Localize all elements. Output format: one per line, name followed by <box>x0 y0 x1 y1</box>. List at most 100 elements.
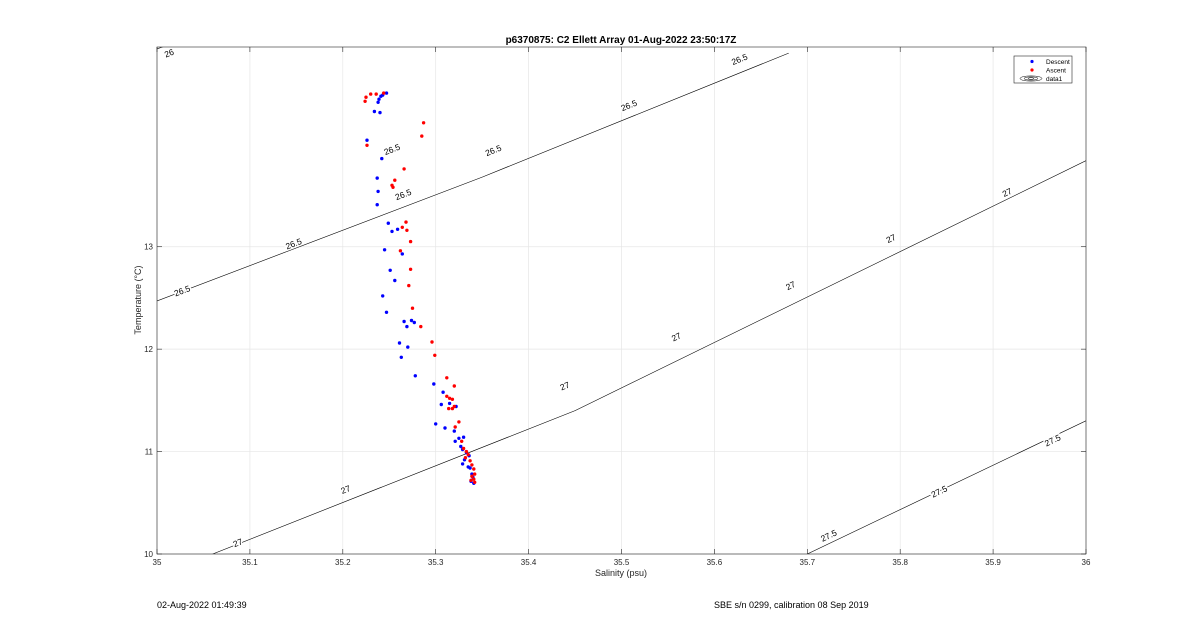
descent-point <box>382 248 387 252</box>
descent-point <box>452 429 456 433</box>
ascent-point <box>398 249 403 253</box>
ascent-point <box>445 376 449 380</box>
ascent-point <box>461 446 466 451</box>
x-tick-label: 35 <box>153 558 162 567</box>
ascent-point <box>445 394 449 398</box>
ascent-point <box>473 472 477 476</box>
ascent-point <box>419 324 423 329</box>
x-tick-label: 36 <box>1082 558 1091 567</box>
ascent-point <box>473 480 477 484</box>
descent-point <box>365 138 369 142</box>
ascent-point <box>393 178 397 182</box>
x-tick-label: 35.2 <box>335 558 351 567</box>
contour-line-27 <box>212 160 1086 554</box>
ascent-point <box>433 353 437 357</box>
descent-point <box>432 382 436 386</box>
ascent-point <box>460 439 464 443</box>
legend-box <box>1013 55 1073 84</box>
x-tick-label: 35.9 <box>985 558 1001 567</box>
ascent-point <box>470 463 474 467</box>
chart-title: p6370875: C2 Ellett Array 01-Aug-2022 23… <box>506 35 737 46</box>
density-contours <box>157 47 1086 554</box>
descent-point <box>372 109 377 114</box>
descent-point <box>400 252 404 256</box>
x-tick-label: 35.3 <box>428 558 444 567</box>
ascent-point <box>382 91 386 95</box>
ascent-point <box>452 384 456 388</box>
descent-point <box>377 97 381 101</box>
descent-point <box>375 203 379 207</box>
descent-point <box>376 189 380 194</box>
descent-point <box>453 439 457 443</box>
ascent-point <box>468 459 472 463</box>
descent-point <box>376 100 380 105</box>
y-tick-label: 13 <box>144 243 153 252</box>
descent-point <box>468 466 472 470</box>
ascent-point <box>453 425 457 429</box>
contour-line-27-5 <box>807 420 1086 554</box>
descent-point <box>381 294 385 298</box>
descent-point <box>459 444 463 449</box>
descent-point <box>434 422 438 426</box>
ascent-point <box>421 121 426 125</box>
ascent-point <box>464 449 469 454</box>
descent-point <box>384 91 389 95</box>
descent-point <box>443 426 447 430</box>
legend-ascent-label: Ascent <box>1046 68 1066 75</box>
legend-ascent-marker <box>1030 68 1034 72</box>
ascent-point <box>470 474 474 478</box>
axis-ticks: 35 35.1 35.2 35.3 35.4 35.5 35.6 35.7 35.8 35.9 36… <box>144 47 1091 567</box>
y-tick-label: 11 <box>145 448 154 457</box>
ascent-point <box>369 92 373 96</box>
legend-descent-label: Descent <box>1046 59 1070 66</box>
ascent-point <box>463 456 468 460</box>
ascent-point <box>407 283 411 288</box>
descent-point <box>406 345 410 349</box>
descent-point <box>409 318 414 323</box>
descent-point <box>393 278 397 283</box>
legend-descent-marker <box>1030 59 1034 64</box>
ascent-point <box>365 143 369 147</box>
descent-point <box>380 156 384 161</box>
descent-point <box>378 110 382 115</box>
footer-calibration-note: SBE s/n 0299, calibration 08 Sep 2019 <box>714 600 869 610</box>
legend-contour-icon <box>1019 75 1043 82</box>
legend-data1-label: data1 <box>1046 76 1063 83</box>
descent-point <box>386 221 390 225</box>
ascent-point <box>472 477 476 481</box>
ascent-point <box>466 452 470 457</box>
descent-point <box>460 462 465 466</box>
y-tick-label: 10 <box>144 550 153 559</box>
x-tick-label: 35.1 <box>242 558 258 567</box>
descent-point <box>405 324 409 329</box>
descent-point <box>457 436 461 440</box>
x-tick-label: 35.7 <box>800 558 816 567</box>
descent-point <box>461 435 466 439</box>
x-tick-label: 35.5 <box>614 558 630 567</box>
descent-point <box>397 341 402 345</box>
y-tick-label: 12 <box>144 345 153 354</box>
ascent-point <box>408 239 413 244</box>
descent-point <box>402 319 406 324</box>
ascent-point <box>404 220 408 224</box>
contour-line-26-5 <box>157 52 789 302</box>
ascent-point <box>472 467 476 471</box>
x-axis-label: Salinity (psu) <box>595 568 647 578</box>
ascent-point <box>363 99 367 104</box>
descent-point <box>395 227 400 231</box>
ascent-point <box>452 404 456 409</box>
x-tick-label: 35.4 <box>521 558 537 567</box>
footer-timestamp: 02-Aug-2022 01:49:39 <box>157 600 247 610</box>
ascent-point <box>420 134 424 138</box>
descent-point <box>412 320 416 325</box>
descent-point <box>439 402 443 407</box>
ascent-point <box>450 397 455 401</box>
descent-point <box>399 355 403 359</box>
descent-point <box>384 310 389 314</box>
ascent-point <box>447 406 451 411</box>
ascent-point <box>408 267 413 271</box>
descent-point <box>413 374 417 378</box>
ascent-point <box>405 228 409 232</box>
ascent-point <box>400 225 404 229</box>
